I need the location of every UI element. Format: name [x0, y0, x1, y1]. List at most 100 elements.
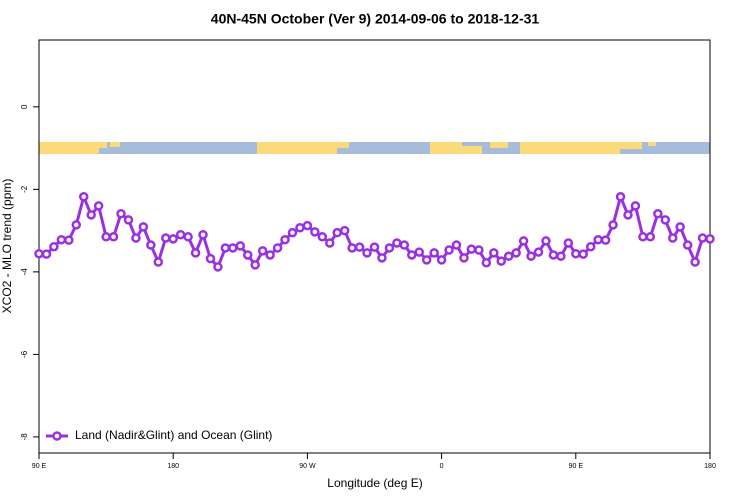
data-point	[563, 238, 574, 248]
data-point	[653, 208, 663, 219]
data-point	[265, 250, 275, 260]
x-axis-label: Longitude (deg E)	[327, 476, 422, 490]
data-point	[295, 222, 305, 233]
data-point	[131, 233, 141, 243]
y-tick-label: -2	[20, 185, 29, 193]
data-point	[645, 232, 656, 242]
data-point	[623, 210, 633, 220]
data-point	[638, 232, 648, 242]
chart-title: 40N-45N October (Ver 9) 2014-09-06 to 20…	[211, 11, 540, 27]
data-point	[384, 243, 395, 253]
data-point	[690, 257, 700, 267]
data-point	[71, 220, 82, 230]
data-point	[183, 232, 193, 242]
data-point	[354, 242, 365, 252]
data-point	[429, 248, 439, 258]
data-point	[175, 229, 186, 240]
data-point	[228, 243, 238, 253]
data-point	[571, 248, 581, 259]
data-point	[496, 256, 506, 266]
x-tick-label: 180	[704, 463, 716, 470]
data-point	[302, 220, 313, 231]
data-point	[660, 215, 671, 225]
data-point	[213, 262, 223, 272]
data-point	[235, 241, 246, 251]
data-point	[78, 192, 89, 202]
data-point	[250, 260, 260, 270]
data-point	[339, 225, 350, 236]
data-point	[243, 250, 253, 260]
data-point	[160, 233, 171, 243]
data-point	[101, 232, 111, 242]
data-point	[585, 241, 596, 252]
x-tick-label: 180	[167, 463, 179, 470]
data-point	[123, 215, 134, 225]
data-point	[108, 232, 119, 242]
data-point	[287, 227, 298, 238]
data-point	[436, 255, 447, 265]
data-point	[34, 248, 44, 259]
data-point	[280, 234, 290, 245]
data-point	[593, 234, 603, 245]
x-tick-label: 90 W	[299, 463, 316, 470]
data-point	[64, 235, 74, 245]
data-point	[518, 236, 529, 246]
data-point	[41, 249, 52, 259]
data-point	[49, 241, 59, 252]
data-point	[615, 192, 626, 202]
data-point	[205, 253, 216, 264]
y-tick-label: -8	[20, 433, 29, 441]
data-point	[116, 208, 126, 219]
data-point	[414, 247, 424, 257]
data-point	[444, 245, 454, 255]
data-point	[548, 250, 559, 260]
data-point	[86, 210, 96, 220]
data-point	[220, 243, 231, 253]
data-point	[377, 253, 387, 263]
data-point	[153, 257, 164, 267]
data-point	[369, 242, 380, 252]
data-point	[399, 240, 410, 250]
data-point	[138, 222, 149, 232]
data-point	[146, 240, 156, 250]
data-point	[190, 248, 201, 258]
data-point	[578, 249, 589, 259]
data-point	[600, 235, 611, 245]
data-point	[93, 201, 104, 211]
data-point	[459, 253, 469, 263]
data-point	[474, 245, 484, 255]
x-tick-label: 90 E	[569, 463, 584, 470]
data-point	[466, 244, 477, 254]
x-tick-label: 90 E	[32, 463, 47, 470]
data-point	[667, 233, 678, 243]
data-point	[705, 234, 715, 244]
data-point	[392, 238, 402, 248]
data-point	[556, 251, 566, 261]
data-point	[332, 227, 342, 238]
data-point	[541, 236, 551, 246]
data-point	[608, 220, 618, 230]
data-point	[362, 248, 372, 258]
data-point	[272, 243, 283, 253]
y-axis-label: XCO2 - MLO trend (ppm)	[0, 179, 14, 314]
data-point	[489, 248, 499, 258]
data-point	[56, 234, 67, 245]
data-point	[347, 243, 357, 253]
data-point	[682, 240, 693, 250]
data-point	[533, 247, 544, 257]
legend-label: Land (Nadir&Glint) and Ocean (Glint)	[75, 428, 272, 442]
data-point	[481, 258, 492, 268]
data-point	[407, 250, 417, 260]
data-point	[526, 251, 536, 261]
data-point	[168, 234, 178, 244]
data-point	[451, 240, 462, 250]
data-point	[310, 227, 320, 237]
land-ocean-strip	[39, 142, 710, 154]
y-tick-label: -6	[20, 350, 29, 358]
series-line	[38, 192, 711, 270]
data-point	[503, 251, 514, 261]
data-point	[511, 248, 521, 258]
data-point	[257, 246, 268, 256]
data-point	[421, 255, 432, 265]
